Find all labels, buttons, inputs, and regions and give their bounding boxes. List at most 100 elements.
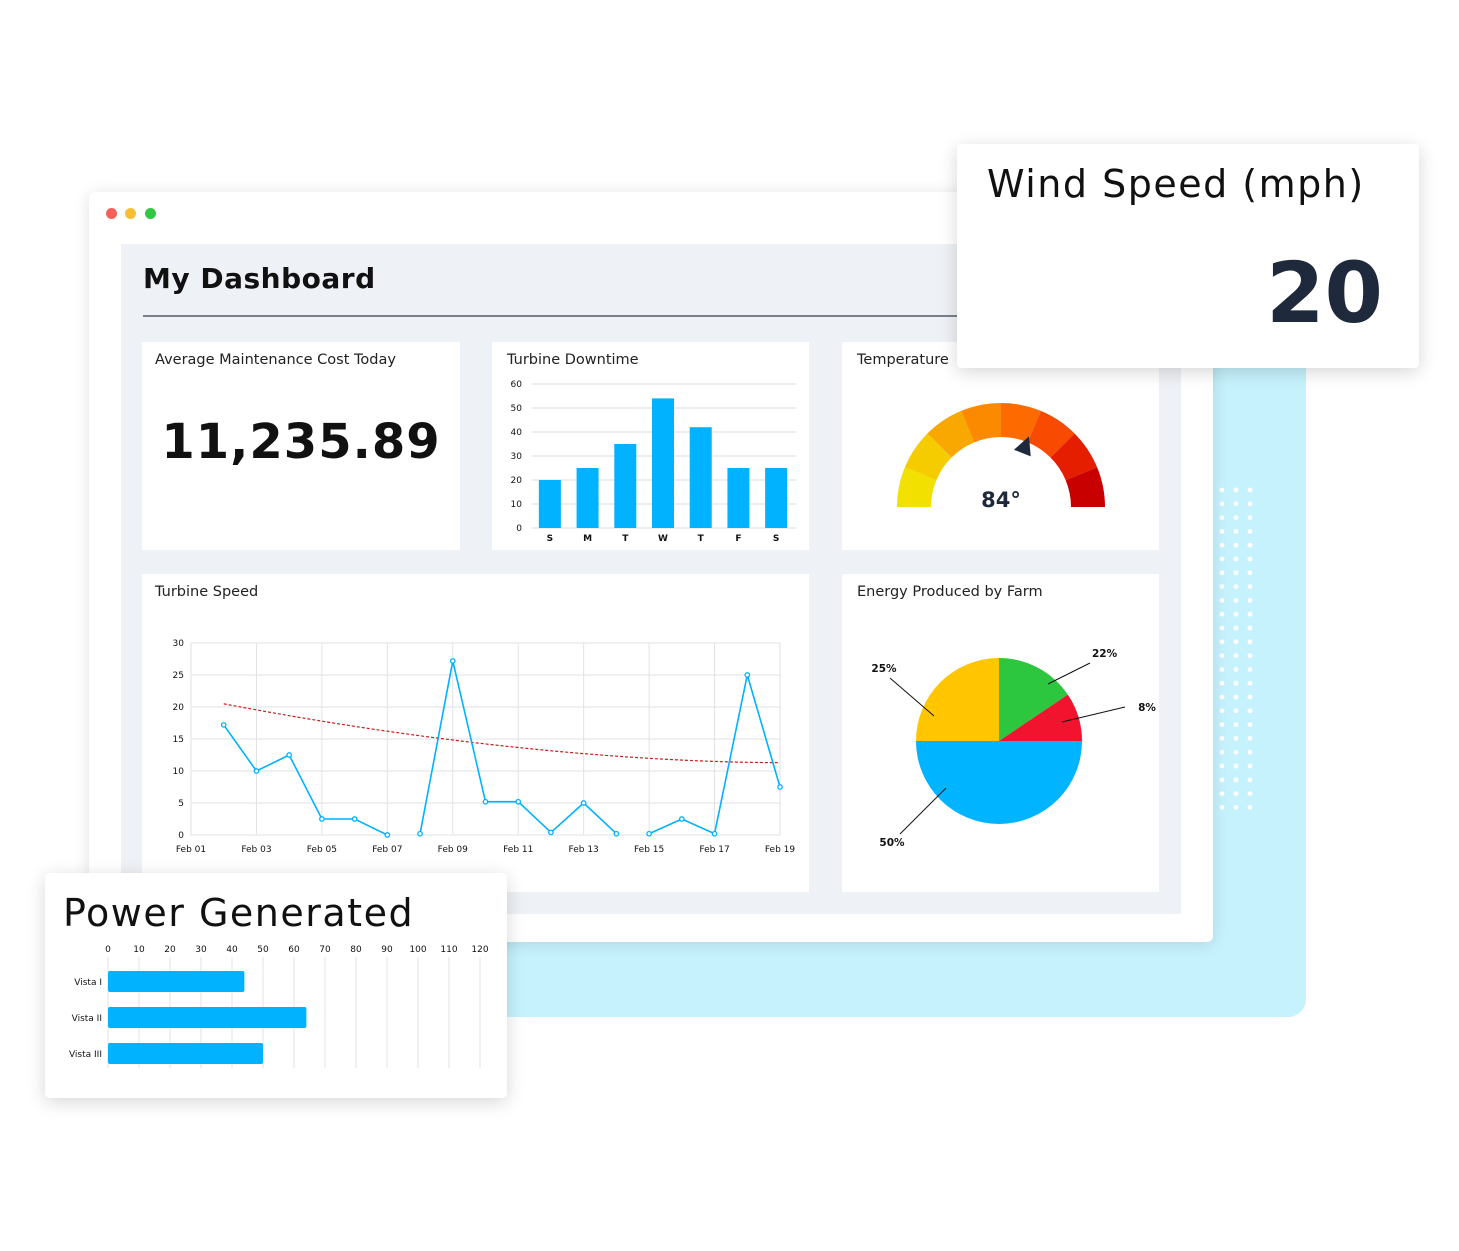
pattern-dot <box>1219 584 1225 589</box>
title-divider <box>143 315 1159 317</box>
y-tick-label: 5 <box>178 799 184 809</box>
pattern-dot <box>1233 708 1239 714</box>
x-tick-label: 20 <box>164 945 176 955</box>
wind-speed-value: 20 <box>1266 244 1383 342</box>
pattern-dot <box>1219 487 1225 493</box>
gauge-needle <box>1013 436 1031 457</box>
pattern-dot <box>1233 791 1239 796</box>
power-generated-title: Power Generated <box>63 891 415 935</box>
pattern-dot <box>1247 708 1253 714</box>
minimize-window-button[interactable] <box>125 208 136 219</box>
x-tick-label: 90 <box>381 945 393 955</box>
pattern-dot <box>1247 542 1253 548</box>
pattern-dot <box>1219 736 1225 741</box>
x-tick-label: 0 <box>105 945 111 955</box>
pattern-dot <box>1219 542 1225 548</box>
downtime-bar <box>689 427 712 528</box>
x-tick-label: Feb 19 <box>765 845 796 855</box>
speed-point <box>482 798 489 805</box>
downtime-bar <box>652 398 674 528</box>
pattern-dot <box>1219 501 1225 507</box>
pattern-dot <box>1233 487 1239 493</box>
speed-point <box>548 829 554 836</box>
pattern-dot <box>1219 722 1225 727</box>
temperature-card: Temperature 84° <box>842 342 1159 550</box>
pattern-dot <box>1247 625 1253 631</box>
pattern-dot <box>1233 515 1239 520</box>
pattern-dot <box>1219 777 1225 783</box>
x-tick-label: 50 <box>257 945 269 955</box>
maintenance-cost-card: Average Maintenance Cost Today 11,235.89 <box>142 342 460 550</box>
pattern-dot <box>1219 749 1225 755</box>
pattern-dot <box>1247 639 1253 645</box>
pattern-dot <box>1247 736 1253 741</box>
gauge-segment <box>927 410 975 458</box>
close-window-button[interactable] <box>106 208 117 219</box>
pattern-dot <box>1219 763 1225 769</box>
x-tick-label: S <box>547 534 553 544</box>
maximize-window-button[interactable] <box>145 208 156 219</box>
temperature-title: Temperature <box>857 352 949 368</box>
turbine-downtime-title: Turbine Downtime <box>507 352 639 368</box>
pattern-dot <box>1233 529 1239 534</box>
pattern-dot <box>1247 529 1253 534</box>
pattern-dot <box>1247 515 1253 520</box>
speed-point <box>449 658 456 664</box>
turbine-downtime-card: Turbine Downtime 0 10 20 30 40 50 60 S M T W T F S <box>492 342 809 550</box>
y-tick-label: 30 <box>173 639 185 649</box>
gauge-segment <box>1001 403 1041 443</box>
x-tick-label: 110 <box>440 945 457 955</box>
speed-point <box>417 830 423 837</box>
pattern-dot <box>1219 611 1225 617</box>
x-tick-label: Feb 11 <box>503 845 533 855</box>
pattern-dot <box>1247 653 1253 658</box>
pie-leader-line <box>1061 706 1126 723</box>
pattern-dot <box>1219 598 1225 603</box>
pattern-dot <box>1233 625 1239 631</box>
pattern-dot <box>1247 749 1253 755</box>
turbine-speed-card: Turbine Speed 0 5 10 15 20 25 30 Feb 01 Feb 03 Fe… <box>142 574 809 892</box>
y-tick-label: 10 <box>173 767 185 777</box>
page-title: My Dashboard <box>143 262 376 295</box>
speed-point <box>384 832 391 838</box>
energy-produced-card: Energy Produced by Farm 22% 8% 50% 25% <box>842 574 1159 892</box>
pie-label: 50% <box>879 837 905 849</box>
pie-leader-line <box>889 677 935 717</box>
y-tick-label: Vista II <box>72 1014 102 1024</box>
pattern-dot <box>1247 487 1253 493</box>
x-tick-label: Feb 01 <box>176 845 206 855</box>
pattern-dot <box>1233 763 1239 769</box>
pattern-dot <box>1219 680 1225 686</box>
pattern-dot <box>1233 639 1239 645</box>
pie-leader-line <box>1047 662 1091 685</box>
pattern-dot <box>1233 653 1239 658</box>
pattern-dot <box>1233 667 1239 672</box>
speed-point <box>678 816 685 822</box>
power-generated-chart: 0 10 20 30 40 50 60 70 80 90 100 110 120 Vista I Vista… <box>69 945 489 1068</box>
pattern-dot <box>1219 791 1225 796</box>
gauge-segment <box>1027 410 1075 458</box>
y-tick-label: 15 <box>173 735 184 745</box>
downtime-bar <box>576 468 599 528</box>
y-tick-label: 10 <box>511 500 523 510</box>
speed-point <box>286 752 293 758</box>
downtime-bar <box>765 468 788 528</box>
turbine-downtime-chart: 0 10 20 30 40 50 60 S M T W T F S <box>511 380 796 544</box>
speed-point <box>646 830 652 837</box>
x-tick-label: Feb 15 <box>634 845 664 855</box>
maintenance-cost-title: Average Maintenance Cost Today <box>155 352 396 368</box>
y-tick-label: 40 <box>511 428 523 438</box>
pie-label: 8% <box>1138 702 1156 714</box>
y-tick-label: 25 <box>173 671 184 681</box>
x-tick-label: 120 <box>471 945 488 955</box>
trend-line <box>223 703 781 764</box>
downtime-bar <box>538 480 561 528</box>
turbine-speed-chart: 0 5 10 15 20 25 30 Feb 01 Feb 03 Feb 05 Feb 07 Feb … <box>173 639 796 855</box>
pattern-dot <box>1247 598 1253 603</box>
y-tick-label: 20 <box>511 476 523 486</box>
pattern-dot <box>1233 570 1239 576</box>
gauge-segment <box>961 403 1001 443</box>
pattern-dot <box>1247 680 1253 686</box>
energy-pie-chart: 22% 8% 50% 25% <box>871 648 1156 849</box>
gauge-segment <box>1050 433 1098 481</box>
